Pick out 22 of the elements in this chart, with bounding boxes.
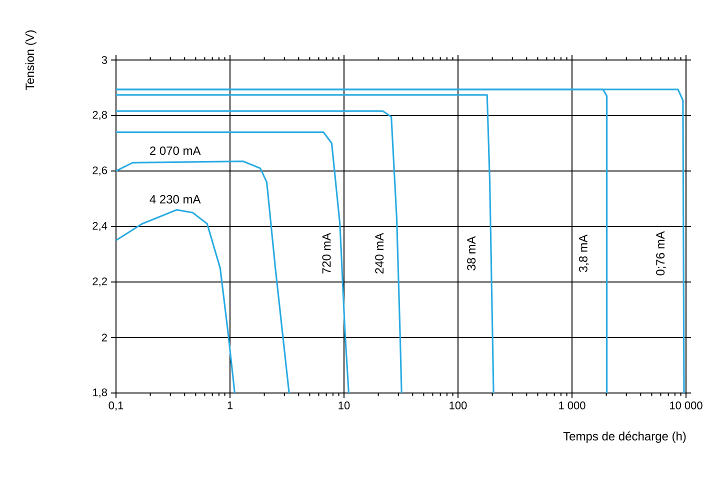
text: 38 mA <box>467 236 476 270</box>
y-tick-label: 2,8 <box>92 110 108 120</box>
x-tick-label: 1 <box>228 402 233 410</box>
text: 3,8 mA <box>578 234 589 272</box>
series-label: 2 070 mA <box>150 146 201 155</box>
series-label: 4 230 mA <box>150 195 201 204</box>
text: 0;76 mA <box>656 231 666 276</box>
text: 720 mA <box>322 232 331 274</box>
y-tick-label: 3 <box>102 56 108 64</box>
y-axis-title: Tension (V) <box>25 30 36 90</box>
y-tick-label: 2,2 <box>92 277 107 287</box>
x-tick-label: 100 <box>450 402 467 410</box>
x-tick-label: 1 000 <box>559 402 586 410</box>
x-tick-label: 0,1 <box>108 402 124 411</box>
y-tick-label: 2,4 <box>92 222 108 232</box>
text: 240 mA <box>375 232 384 274</box>
x-axis-title: Temps de décharge (h) <box>563 432 686 443</box>
y-tick-label: 2 <box>102 334 107 342</box>
x-tick-label: 10 <box>338 402 350 410</box>
y-tick-label: 1,8 <box>93 388 108 398</box>
x-tick-label: 10 000 <box>670 402 702 410</box>
y-tick-label: 2,6 <box>92 166 108 176</box>
